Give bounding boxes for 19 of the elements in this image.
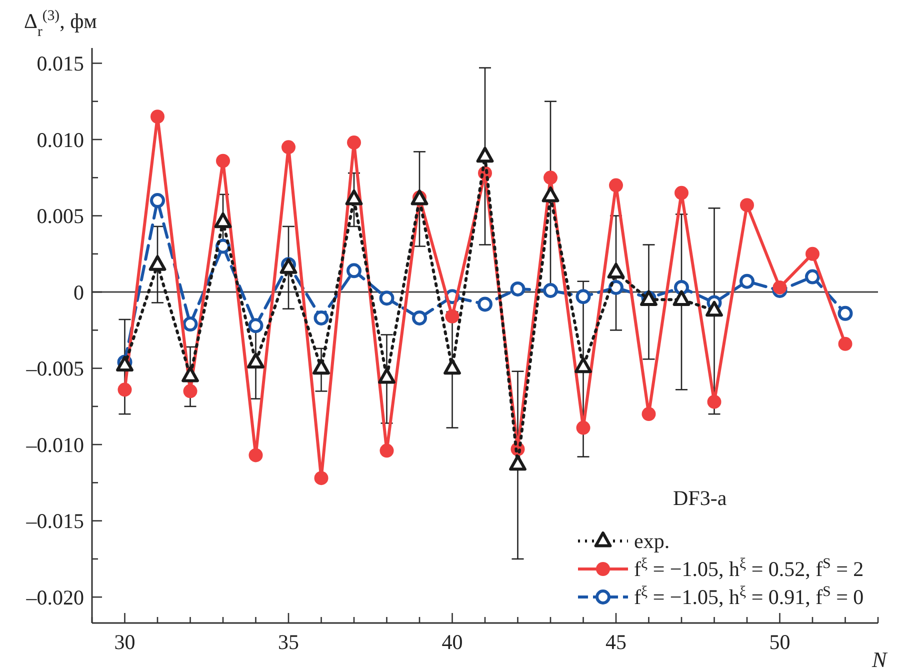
y-tick-label: –0.015 [25,509,84,534]
legend-label: f$^{ξ}$ = −1.05, h$^{ξ}$ = 0.52, f$^{S}$ = 2 [634,556,864,581]
y-tick-label: –0.020 [25,585,84,610]
x-tick-label: 45 [606,630,626,654]
x-tick-label: 40 [442,630,463,654]
x-tick-label: 30 [114,630,136,654]
y-tick-label: 0.015 [36,52,84,76]
x-tick-label: 50 [769,630,790,654]
y-tick-label: –0.010 [25,432,84,457]
y-tick-label: 0 [74,280,84,304]
legend-label: exp. [634,529,670,553]
y-axis-title: Δ$_{r}$$^{(3)}$, фм [24,8,97,40]
legend-label: f$^{ξ}$ = −1.05, h$^{ξ}$ = 0.91, f$^{S}$ = 0 [634,584,864,609]
legend-title: DF3-a [673,486,728,510]
y-tick-label: –0.005 [25,356,84,381]
x-tick-label: 35 [278,630,299,654]
y-tick-label: 0.005 [36,204,84,228]
y-tick-label: 0.010 [36,128,84,152]
x-axis-title: N [871,647,888,669]
